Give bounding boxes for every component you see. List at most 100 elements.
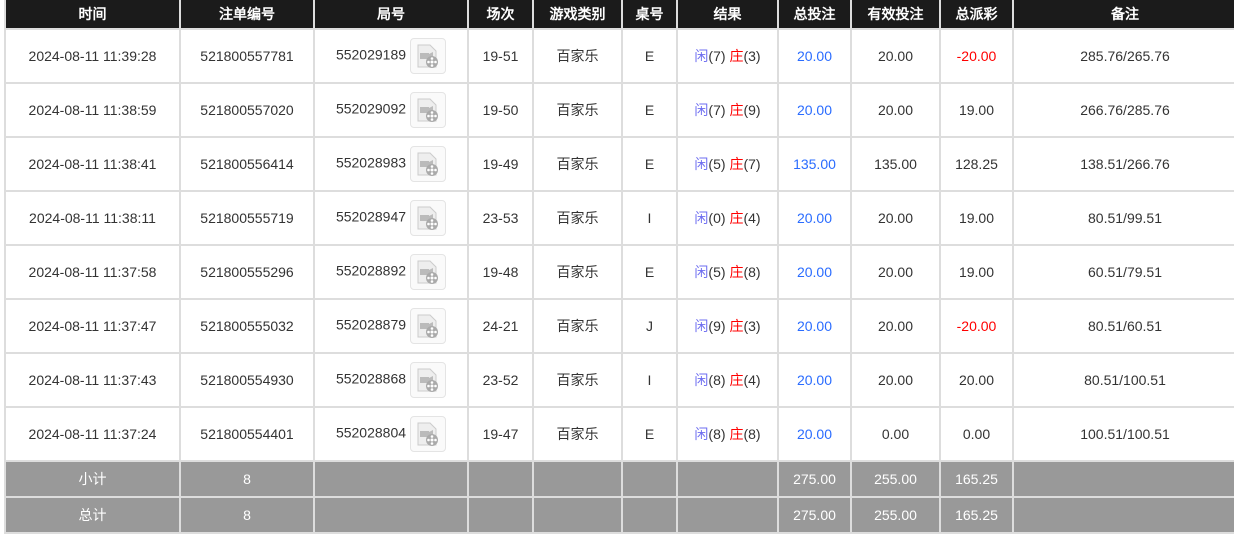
time-cell: 2024-08-11 11:37:47 <box>4 298 181 354</box>
game-cell: 百家乐 <box>532 298 623 354</box>
round-number: 552028947 <box>335 208 407 225</box>
bet-id-cell: 521800554930 <box>179 352 315 408</box>
summary-row: 总计 8 275.00 255.00 165.25 <box>4 496 1234 534</box>
banker-score: (3) <box>743 48 761 64</box>
result-cell: 闲(8) 庄(8) <box>676 406 779 462</box>
video-replay-icon[interactable] <box>410 146 447 182</box>
summary-count: 8 <box>179 460 315 498</box>
summary-valid-bet: 255.00 <box>850 496 941 534</box>
banker-label: 庄 <box>729 102 744 118</box>
note-cell: 60.51/79.51 <box>1012 244 1234 300</box>
banker-score: (8) <box>743 426 761 442</box>
payout-cell: 19.00 <box>939 82 1014 138</box>
column-header[interactable]: 局号 <box>313 0 469 29</box>
game-cell: 百家乐 <box>532 406 623 462</box>
game-cell: 百家乐 <box>532 28 623 84</box>
column-header[interactable]: 总投注 <box>777 0 852 29</box>
column-header[interactable]: 总派彩 <box>939 0 1014 29</box>
note-cell: 138.51/266.76 <box>1012 136 1234 192</box>
bet-id-cell: 521800557020 <box>179 82 315 138</box>
table-cell: I <box>621 352 678 408</box>
valid-bet-cell: 20.00 <box>850 352 941 408</box>
table-cell: I <box>621 190 678 246</box>
game-cell: 百家乐 <box>532 190 623 246</box>
table-row: 2024-08-11 11:37:47 521800555032 5520288… <box>4 298 1234 354</box>
banker-label: 庄 <box>729 318 744 334</box>
player-label: 闲 <box>694 210 709 226</box>
payout-cell: 20.00 <box>939 352 1014 408</box>
result-cell: 闲(7) 庄(9) <box>676 82 779 138</box>
video-replay-icon[interactable] <box>410 92 447 128</box>
summary-total-bet: 275.00 <box>777 460 852 498</box>
time-cell: 2024-08-11 11:37:24 <box>4 406 181 462</box>
video-replay-icon[interactable] <box>410 308 447 344</box>
banker-score: (4) <box>743 372 761 388</box>
column-header[interactable]: 结果 <box>676 0 779 29</box>
game-cell: 百家乐 <box>532 244 623 300</box>
result-cell: 闲(0) 庄(4) <box>676 190 779 246</box>
payout-cell: 0.00 <box>939 406 1014 462</box>
banker-label: 庄 <box>729 426 744 442</box>
column-header[interactable]: 时间 <box>4 0 181 29</box>
summary-label: 小计 <box>4 460 181 498</box>
empty-cell <box>676 496 779 534</box>
note-cell: 80.51/99.51 <box>1012 190 1234 246</box>
table-row: 2024-08-11 11:38:11 521800555719 5520289… <box>4 190 1234 246</box>
session-cell: 19-49 <box>467 136 534 192</box>
note-cell: 80.51/100.51 <box>1012 352 1234 408</box>
round-number: 552028879 <box>335 316 407 333</box>
payout-cell: -20.00 <box>939 298 1014 354</box>
column-header[interactable]: 有效投注 <box>850 0 941 29</box>
player-score: (5) <box>708 156 726 172</box>
player-label: 闲 <box>694 156 709 172</box>
round-number: 552028804 <box>335 424 407 441</box>
note-cell: 285.76/265.76 <box>1012 28 1234 84</box>
player-label: 闲 <box>694 48 709 64</box>
note-cell: 80.51/60.51 <box>1012 298 1234 354</box>
session-cell: 19-51 <box>467 28 534 84</box>
player-score: (8) <box>708 372 726 388</box>
video-replay-icon[interactable] <box>410 38 447 74</box>
empty-cell <box>621 460 678 498</box>
table-cell: E <box>621 28 678 84</box>
summary-row: 小计 8 275.00 255.00 165.25 <box>4 460 1234 498</box>
column-header[interactable]: 游戏类别 <box>532 0 623 29</box>
column-header[interactable]: 备注 <box>1012 0 1234 29</box>
column-header[interactable]: 注单编号 <box>179 0 315 29</box>
round-cell: 552028892 <box>313 244 469 300</box>
video-replay-icon[interactable] <box>410 416 447 452</box>
time-cell: 2024-08-11 11:37:58 <box>4 244 181 300</box>
empty-cell <box>676 460 779 498</box>
video-replay-icon[interactable] <box>410 254 447 290</box>
player-score: (5) <box>708 264 726 280</box>
player-score: (9) <box>708 318 726 334</box>
round-cell: 552029189 <box>313 28 469 84</box>
player-label: 闲 <box>694 102 709 118</box>
summary-total-bet: 275.00 <box>777 496 852 534</box>
summary-payout: 165.25 <box>939 460 1014 498</box>
time-cell: 2024-08-11 11:38:41 <box>4 136 181 192</box>
payout-cell: 19.00 <box>939 190 1014 246</box>
round-number: 552029189 <box>335 46 407 63</box>
valid-bet-cell: 20.00 <box>850 298 941 354</box>
empty-cell <box>313 460 469 498</box>
session-cell: 24-21 <box>467 298 534 354</box>
video-replay-icon[interactable] <box>410 362 447 398</box>
column-header[interactable]: 场次 <box>467 0 534 29</box>
round-number: 552028892 <box>335 262 407 279</box>
round-number: 552028983 <box>335 154 407 171</box>
note-cell: 100.51/100.51 <box>1012 406 1234 462</box>
valid-bet-cell: 20.00 <box>850 190 941 246</box>
session-cell: 23-53 <box>467 190 534 246</box>
result-cell: 闲(9) 庄(3) <box>676 298 779 354</box>
table-row: 2024-08-11 11:37:58 521800555296 5520288… <box>4 244 1234 300</box>
column-header[interactable]: 桌号 <box>621 0 678 29</box>
banker-label: 庄 <box>729 156 744 172</box>
table-cell: E <box>621 406 678 462</box>
summary-label: 总计 <box>4 496 181 534</box>
payout-cell: 19.00 <box>939 244 1014 300</box>
video-replay-icon[interactable] <box>410 200 447 236</box>
valid-bet-cell: 135.00 <box>850 136 941 192</box>
round-number: 552028868 <box>335 370 407 387</box>
table-cell: E <box>621 136 678 192</box>
